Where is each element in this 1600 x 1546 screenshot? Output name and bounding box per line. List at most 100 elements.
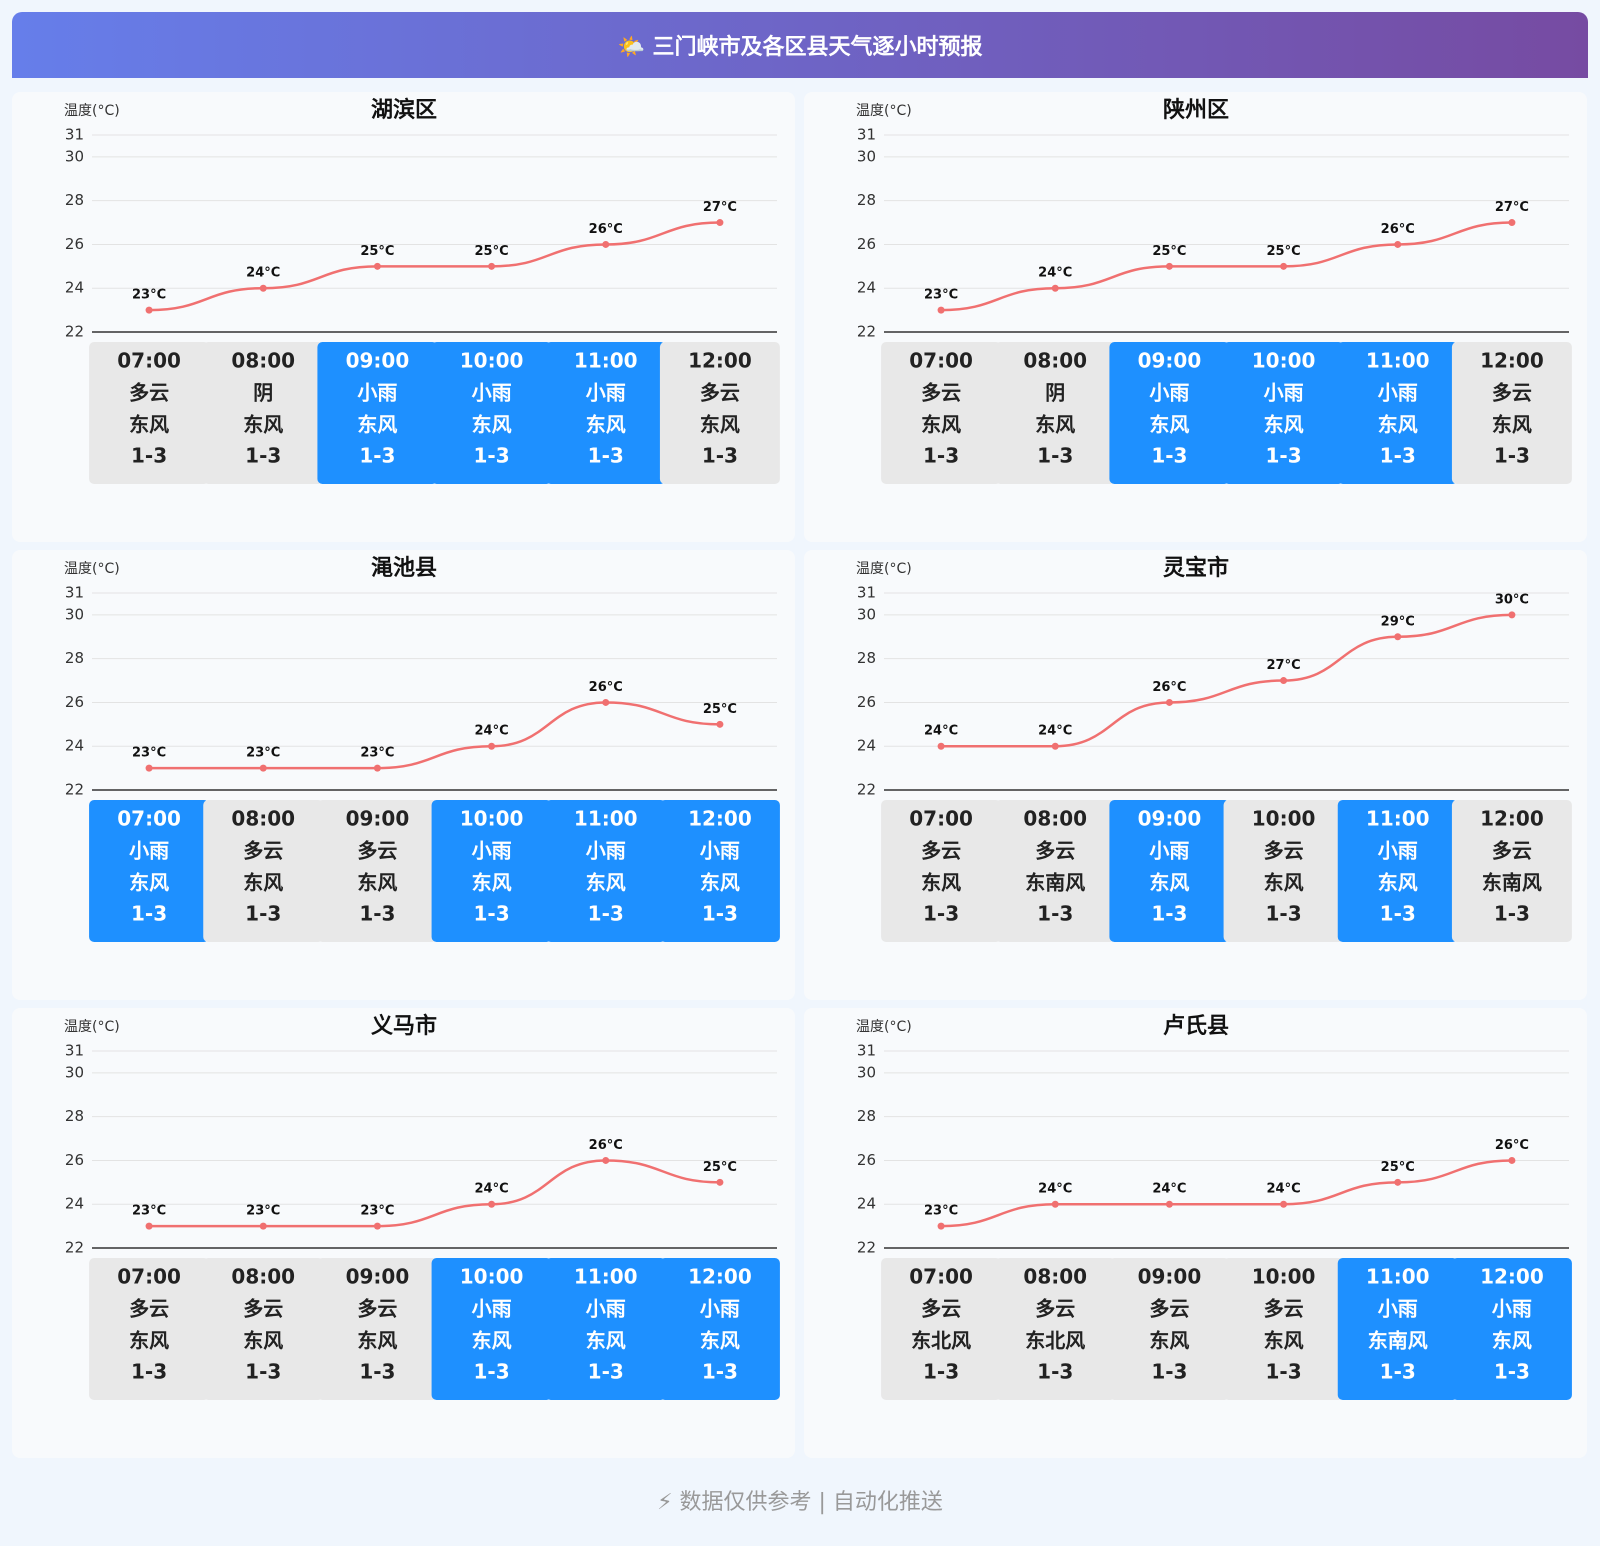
data-point bbox=[1508, 611, 1516, 619]
wind-label: 东风 bbox=[1492, 413, 1532, 437]
data-point bbox=[1051, 742, 1059, 750]
data-label: 27°C bbox=[703, 200, 737, 215]
y-tick-label: 24 bbox=[65, 1195, 84, 1213]
data-point bbox=[1508, 219, 1516, 227]
wind-label: 东风 bbox=[1149, 1329, 1189, 1353]
y-axis-label: 温度(°C) bbox=[64, 1019, 120, 1035]
data-label: 24°C bbox=[475, 724, 509, 739]
weather-label: 多云 bbox=[129, 381, 169, 405]
y-tick-label: 28 bbox=[65, 1107, 84, 1125]
wind-level-label: 1-3 bbox=[1266, 902, 1302, 926]
data-label: 24°C bbox=[1152, 1182, 1186, 1197]
hour-card bbox=[89, 1258, 210, 1400]
weather-label: 多云 bbox=[357, 1297, 397, 1321]
weather-label: 阴 bbox=[253, 381, 273, 405]
data-label: 23°C bbox=[132, 288, 166, 303]
y-tick-label: 30 bbox=[857, 147, 876, 165]
wind-label: 东风 bbox=[586, 1329, 626, 1353]
wind-level-label: 1-3 bbox=[474, 902, 510, 926]
y-tick-label: 22 bbox=[857, 781, 876, 799]
hour-label: 09:00 bbox=[1138, 1265, 1202, 1289]
data-label: 23°C bbox=[132, 746, 166, 761]
weather-label: 小雨 bbox=[1378, 381, 1418, 405]
y-tick-label: 24 bbox=[857, 279, 876, 297]
wind-label: 东风 bbox=[1378, 871, 1418, 895]
hour-label: 07:00 bbox=[909, 1265, 973, 1289]
hour-label: 09:00 bbox=[1138, 807, 1202, 831]
data-label: 29°C bbox=[1381, 614, 1415, 629]
y-tick-label: 24 bbox=[65, 279, 84, 297]
city-panel: 湖滨区 温度(°C) 22 24 26 28 30 31 23°C 24°C 25°C 25°C 26°… bbox=[12, 92, 795, 542]
y-tick-label: 31 bbox=[857, 126, 876, 144]
data-label: 25°C bbox=[475, 244, 509, 259]
wind-label: 东风 bbox=[129, 871, 169, 895]
chart-title: 渑池县 bbox=[371, 556, 437, 581]
hour-card bbox=[89, 800, 210, 942]
hour-card bbox=[995, 800, 1116, 942]
data-point bbox=[373, 764, 381, 772]
data-label: 24°C bbox=[924, 724, 958, 739]
wind-label: 东风 bbox=[243, 871, 283, 895]
wind-level-label: 1-3 bbox=[359, 902, 395, 926]
hour-label: 10:00 bbox=[1252, 1265, 1316, 1289]
data-label: 26°C bbox=[589, 680, 623, 695]
hour-card bbox=[431, 342, 552, 484]
data-point bbox=[716, 219, 724, 227]
y-tick-label: 22 bbox=[65, 1239, 84, 1257]
y-tick-label: 26 bbox=[65, 235, 84, 253]
data-point bbox=[716, 720, 724, 728]
wind-level-label: 1-3 bbox=[245, 1360, 281, 1384]
hour-card bbox=[1109, 1258, 1230, 1400]
wind-label: 东风 bbox=[700, 871, 740, 895]
y-axis-label: 温度(°C) bbox=[64, 103, 120, 119]
hour-label: 11:00 bbox=[1366, 1265, 1430, 1289]
hour-label: 11:00 bbox=[1366, 349, 1430, 373]
wind-level-label: 1-3 bbox=[702, 902, 738, 926]
wind-label: 东风 bbox=[357, 871, 397, 895]
wind-level-label: 1-3 bbox=[702, 444, 738, 468]
wind-label: 东风 bbox=[472, 871, 512, 895]
data-point bbox=[373, 262, 381, 270]
hour-label: 08:00 bbox=[1023, 807, 1087, 831]
hour-label: 11:00 bbox=[574, 349, 638, 373]
hour-card bbox=[431, 800, 552, 942]
y-axis-label: 温度(°C) bbox=[64, 561, 120, 577]
y-tick-label: 28 bbox=[857, 1107, 876, 1125]
wind-label: 东风 bbox=[1378, 413, 1418, 437]
hour-card bbox=[431, 1258, 552, 1400]
wind-label: 东北风 bbox=[1025, 1329, 1085, 1353]
weather-label: 小雨 bbox=[1378, 1297, 1418, 1321]
wind-label: 东风 bbox=[586, 871, 626, 895]
weather-label: 多云 bbox=[129, 1297, 169, 1321]
data-point bbox=[373, 1222, 381, 1230]
wind-label: 东南风 bbox=[1368, 1329, 1428, 1353]
hour-label: 07:00 bbox=[117, 1265, 181, 1289]
weather-label: 阴 bbox=[1045, 381, 1065, 405]
chart: 义马市 温度(°C) 22 24 26 28 30 31 23°C 23°C 23°C 24°C 26°… bbox=[64, 1013, 780, 1400]
wind-label: 东风 bbox=[129, 413, 169, 437]
wind-label: 东风 bbox=[1149, 413, 1189, 437]
y-tick-label: 28 bbox=[65, 191, 84, 209]
hour-card bbox=[317, 800, 438, 942]
y-tick-label: 28 bbox=[65, 649, 84, 667]
data-point bbox=[145, 306, 153, 314]
data-point bbox=[937, 1222, 945, 1230]
data-label: 24°C bbox=[246, 266, 280, 281]
data-label: 25°C bbox=[1381, 1160, 1415, 1175]
hour-card bbox=[659, 800, 780, 942]
y-tick-label: 22 bbox=[65, 781, 84, 799]
hour-label: 10:00 bbox=[460, 1265, 524, 1289]
data-label: 25°C bbox=[360, 244, 394, 259]
city-panel: 义马市 温度(°C) 22 24 26 28 30 31 23°C 23°C 23°C 24°C 26°… bbox=[12, 1008, 795, 1458]
city-panel: 灵宝市 温度(°C) 22 24 26 28 30 31 24°C 24°C 26°C 27°C 29°… bbox=[804, 550, 1587, 1000]
weather-label: 多云 bbox=[700, 381, 740, 405]
y-tick-label: 30 bbox=[65, 605, 84, 623]
data-point bbox=[1051, 1200, 1059, 1208]
weather-label: 小雨 bbox=[129, 839, 169, 863]
y-tick-label: 31 bbox=[65, 584, 84, 602]
weather-label: 小雨 bbox=[1378, 839, 1418, 863]
data-label: 30°C bbox=[1495, 592, 1529, 607]
data-point bbox=[1280, 1200, 1288, 1208]
hour-label: 09:00 bbox=[1138, 349, 1202, 373]
weather-label: 多云 bbox=[921, 1297, 961, 1321]
